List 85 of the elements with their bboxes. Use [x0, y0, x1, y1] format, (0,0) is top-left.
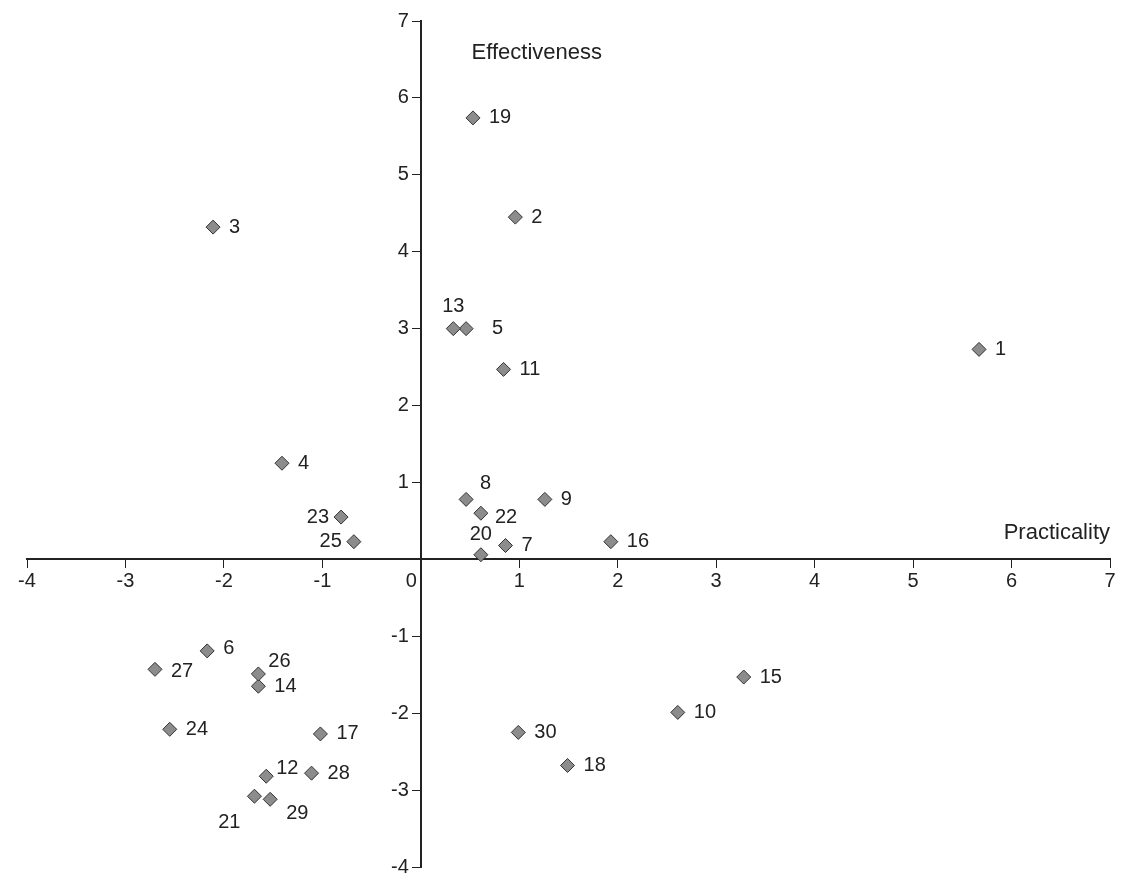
annotation: 24: [185, 716, 209, 739]
point: [205, 219, 221, 235]
point: [274, 455, 290, 471]
x-tick-label: 7: [1104, 568, 1116, 591]
annotation: 21: [218, 809, 241, 832]
annotation: 1: [995, 336, 1007, 359]
x-tick-label: 4: [809, 568, 821, 591]
point: [537, 491, 553, 507]
y-tick-label: -1: [391, 623, 409, 646]
annotation: 23: [306, 504, 330, 527]
annotation: 30: [534, 719, 557, 742]
annotation: 3: [229, 214, 241, 237]
point: [603, 534, 619, 550]
y-tick-label: -3: [391, 777, 409, 800]
annotation: 17: [336, 721, 359, 744]
point: [199, 643, 215, 659]
point: [560, 757, 576, 773]
annotation: 15: [759, 664, 782, 687]
annotation: 19: [489, 105, 512, 128]
annotation: 12: [276, 755, 299, 778]
x-tick-label: -2: [215, 568, 233, 591]
point: [670, 704, 686, 720]
point: [246, 788, 262, 804]
annotation: 10: [693, 699, 717, 722]
point: [333, 509, 349, 525]
y-tick-label: 6: [397, 85, 409, 108]
point: [250, 678, 266, 694]
annotation: 18: [583, 753, 606, 775]
annotation: 6: [223, 636, 235, 659]
annotation: 25: [319, 529, 342, 552]
point: [971, 341, 987, 357]
point: [458, 491, 474, 507]
point: [258, 768, 274, 784]
point: [250, 666, 266, 682]
annotation: 13: [442, 294, 465, 317]
x-tick-label: 1: [513, 568, 525, 591]
y-tick-label: 4: [397, 239, 409, 262]
point: [465, 110, 481, 126]
y-tick-label: -4: [391, 854, 409, 876]
annotation: 8: [480, 470, 492, 493]
y-tick-label: 7: [397, 8, 409, 31]
point: [312, 726, 328, 742]
point: [507, 209, 523, 225]
annotation: 27: [170, 658, 194, 681]
annotation: 4: [298, 450, 310, 473]
point: [458, 321, 474, 337]
point: [473, 547, 489, 563]
annotation: 26: [268, 649, 291, 672]
x-tick-label: -4: [18, 568, 36, 591]
x-tick-label: 0: [405, 568, 417, 591]
x-axis-title: Practicality: [1003, 519, 1110, 545]
x-tick-label: 2: [612, 568, 624, 591]
y-tick-label: -2: [391, 700, 409, 723]
point: [262, 791, 278, 807]
y-tick-label: 2: [397, 393, 409, 416]
y-axis-title: Effectiveness: [471, 39, 603, 65]
x-tick-label: -1: [313, 568, 332, 591]
point: [510, 724, 526, 740]
x-tick-label: 3: [710, 568, 722, 591]
annotation: 5: [492, 316, 504, 339]
annotation: 29: [286, 800, 309, 823]
y-tick-label: 3: [397, 316, 409, 339]
annotation: 2: [531, 204, 543, 227]
annotation: 14: [274, 673, 297, 696]
annotation: 16: [626, 529, 650, 552]
x-tick-label: 5: [907, 568, 919, 591]
annotation: 7: [521, 533, 533, 556]
x-tick-label: -3: [116, 568, 135, 591]
y-tick-label: 1: [397, 469, 409, 492]
annotation: 28: [327, 760, 350, 783]
point: [445, 321, 461, 337]
annotation: 11: [519, 356, 541, 379]
point: [147, 661, 163, 677]
point: [496, 361, 512, 377]
annotation: 9: [560, 486, 572, 509]
x-tick-label: 6: [1005, 568, 1018, 591]
point: [497, 538, 513, 554]
annotation: 22: [494, 504, 518, 527]
point: [473, 505, 489, 521]
y-tick-label: 5: [397, 162, 409, 185]
point: [162, 721, 178, 737]
annotation: 20: [469, 522, 492, 545]
point: [346, 534, 362, 550]
point: [736, 669, 752, 685]
point: [304, 765, 320, 781]
